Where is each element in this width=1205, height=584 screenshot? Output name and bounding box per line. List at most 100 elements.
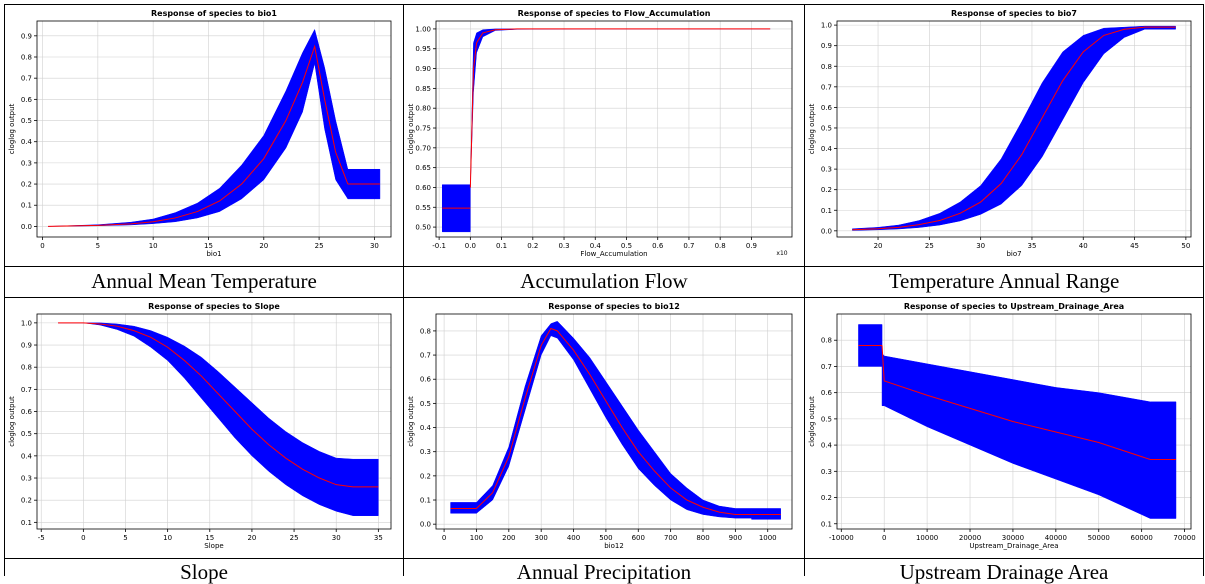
x-tick-label: 50 <box>1181 242 1190 250</box>
y-tick-label: 0.90 <box>415 65 431 73</box>
y-tick-label: 0.5 <box>821 415 832 423</box>
panel-2: Response of species to Flow_Accumulation… <box>404 5 804 297</box>
y-tick-label: 0.8 <box>821 337 832 345</box>
y-tick-label: 0.1 <box>21 202 32 210</box>
y-tick-label: 1.0 <box>21 319 32 327</box>
x-tick-label: 15 <box>205 534 214 542</box>
response-chart: Response of species to bio7 20 25 30 35 40 45 5… <box>808 9 1192 258</box>
x-tick-label: 20 <box>874 242 883 250</box>
y-tick-label: 0.3 <box>21 475 32 483</box>
panel-caption: Accumulation Flow <box>520 269 688 293</box>
x-tick-label: 200 <box>502 534 515 542</box>
y-tick-label: 0.6 <box>21 408 33 416</box>
x-tick-label: 0.3 <box>558 242 569 250</box>
y-tick-label: 0.7 <box>420 352 431 360</box>
x-tick-label: 0 <box>882 534 886 542</box>
mean-response-line <box>476 327 752 516</box>
x-tick-label: 800 <box>696 534 709 542</box>
y-tick-label: 0.95 <box>415 45 431 53</box>
chart-title: Response of species to Flow_Accumulation <box>518 9 711 18</box>
y-tick-label: 0.2 <box>821 186 832 194</box>
chart-title: Response of species to bio12 <box>548 302 680 311</box>
x-tick-label: 0.6 <box>652 242 664 250</box>
x-tick-label: 0 <box>81 534 85 542</box>
x-tick-label: 0.5 <box>621 242 632 250</box>
x-tick-label: 0 <box>442 534 446 542</box>
x-tick-label: 45 <box>1130 242 1139 250</box>
panel-caption: Temperature Annual Range <box>888 269 1120 293</box>
x-tick-label: 0.1 <box>496 242 507 250</box>
y-tick-label: 1.00 <box>415 25 431 33</box>
chart-title: Response of species to bio1 <box>151 9 277 18</box>
x-tick-label: -0.1 <box>432 242 446 250</box>
y-tick-label: 0.6 <box>821 389 833 397</box>
x-tick-label: 300 <box>534 534 547 542</box>
y-tick-label: 0.8 <box>21 364 32 372</box>
x-tick-label: 20000 <box>959 534 981 542</box>
confidence-band <box>881 352 1177 519</box>
y-tick-label: 0.3 <box>821 166 832 174</box>
plot-area <box>837 21 1191 237</box>
y-tick-label: 0.5 <box>21 430 32 438</box>
grid-border-row1-bottom <box>4 297 1203 298</box>
confidence-band <box>58 322 379 516</box>
y-tick-label: 0.3 <box>821 468 832 476</box>
grid-border-right <box>1203 4 1204 576</box>
x-axis-multiplier: x10 <box>776 250 787 257</box>
y-tick-label: 0.8 <box>821 63 832 71</box>
mean-response-line <box>881 345 1176 461</box>
y-tick-label: 0.9 <box>21 32 32 40</box>
x-tick-label: 0.0 <box>465 242 476 250</box>
mean-response-line <box>58 322 379 488</box>
x-tick-label: 30000 <box>1002 534 1024 542</box>
y-tick-label: 0.6 <box>420 376 432 384</box>
y-tick-label: 0.70 <box>415 144 431 152</box>
mean-response-line <box>48 44 349 227</box>
y-axis-label: cloglog output <box>8 103 16 154</box>
x-tick-label: 500 <box>599 534 612 542</box>
x-tick-label: 25 <box>290 534 299 542</box>
response-chart: Response of species to Slope -5 0 5 10 15 20 25… <box>8 302 392 550</box>
y-tick-label: 0.1 <box>420 497 431 505</box>
x-tick-label: 0.9 <box>746 242 757 250</box>
y-axis-label: cloglog output <box>407 396 415 447</box>
grid-border-col1 <box>403 4 404 576</box>
response-chart: Response of species to Upstream_Drainage… <box>808 302 1196 550</box>
y-tick-label: 0.3 <box>21 159 32 167</box>
x-tick-label: 25 <box>315 242 324 250</box>
chart-title: Response of species to Slope <box>148 302 280 311</box>
x-tick-label: 30 <box>332 534 341 542</box>
x-tick-label: 5 <box>123 534 127 542</box>
y-tick-label: 0.55 <box>415 204 431 212</box>
response-chart: Response of species to Flow_Accumulation… <box>407 9 793 258</box>
x-tick-label: 35 <box>1027 242 1036 250</box>
grid-border-row1-plot-bottom <box>4 266 1203 267</box>
panel-3: Response of species to bio7 20 25 30 35 40 45 5… <box>805 5 1203 297</box>
y-tick-label: 0.2 <box>821 494 832 502</box>
x-tick-label: 10 <box>163 534 172 542</box>
x-tick-label: 10 <box>149 242 158 250</box>
x-tick-label: 50000 <box>1088 534 1110 542</box>
x-tick-label: 1000 <box>759 534 777 542</box>
x-axis-label: Upstream_Drainage_Area <box>969 542 1058 550</box>
y-tick-label: 0.9 <box>821 42 832 50</box>
y-tick-label: 0.6 <box>821 104 833 112</box>
y-tick-label: 0.7 <box>821 83 832 91</box>
y-axis-label: cloglog output <box>808 103 816 154</box>
y-axis-label: cloglog output <box>8 396 16 447</box>
grid-border-row2-plot-bottom <box>4 558 1203 559</box>
chart-title: Response of species to Upstream_Drainage… <box>904 302 1124 311</box>
y-tick-label: 1.0 <box>821 22 832 30</box>
y-axis-label: cloglog output <box>808 396 816 447</box>
x-tick-label: 700 <box>664 534 677 542</box>
x-tick-label: 25 <box>925 242 934 250</box>
y-tick-label: 0.4 <box>420 424 432 432</box>
y-tick-label: 0.1 <box>821 207 832 215</box>
y-tick-label: 0.2 <box>21 497 32 505</box>
x-tick-label: 40000 <box>1045 534 1067 542</box>
x-tick-label: 20 <box>259 242 268 250</box>
response-chart: Response of species to bio1 0 5 10 15 20 25 30 0… <box>8 9 392 258</box>
y-tick-label: 0.85 <box>415 85 431 93</box>
x-axis-label: Flow_Accumulation <box>580 250 647 258</box>
